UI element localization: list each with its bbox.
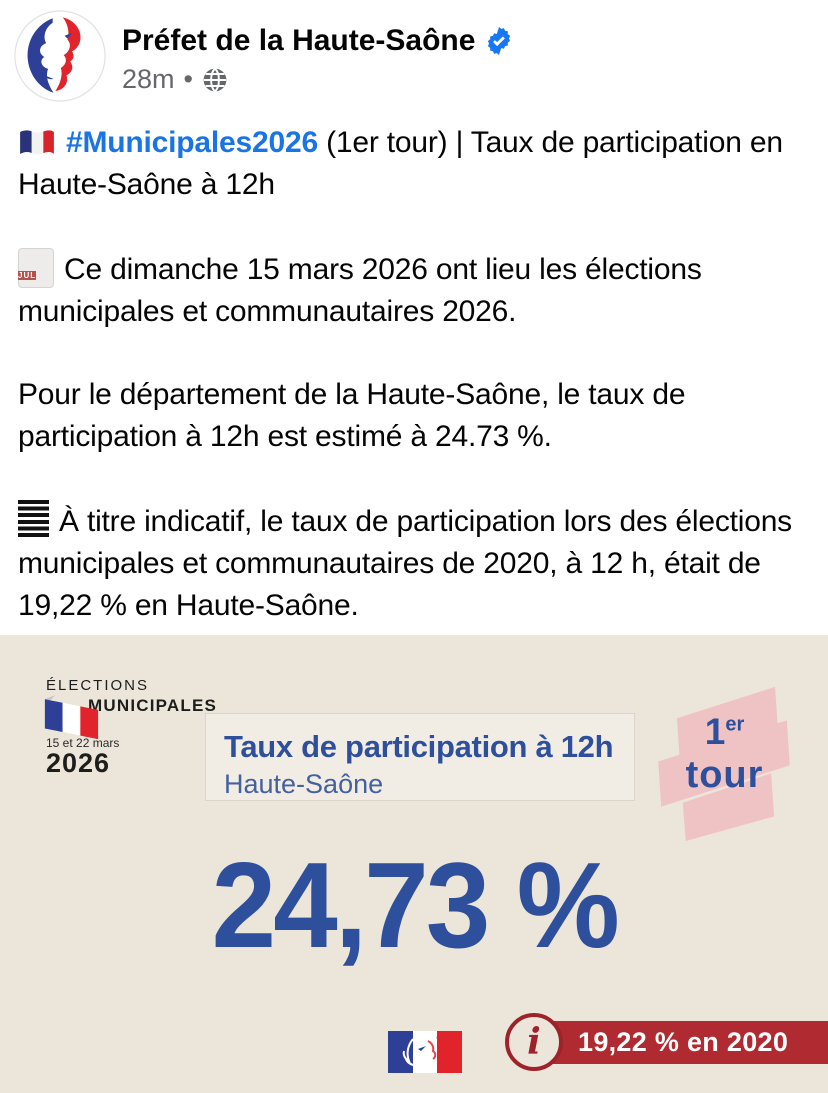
pink-ribbon-shape <box>658 686 790 841</box>
round-number: 1er <box>704 711 745 752</box>
infographic-heading-box: Taux de participation à 12h Haute-Saône <box>205 713 635 801</box>
french-government-flag-icon <box>388 1031 462 1073</box>
avatar[interactable] <box>14 10 106 102</box>
post-text-segment: Ce dimanche 15 mars 2026 ont lieu les él… <box>18 253 702 328</box>
elections-logo-line1: ÉLECTIONS <box>46 677 150 694</box>
post-text-segment: Pour le département de la Haute-Saône, l… <box>18 378 686 453</box>
meta-separator: • <box>183 64 193 94</box>
post-text-segment: (1er tour) | Taux de participation en Ha… <box>18 126 783 201</box>
participation-rate-value: 24,73 % <box>211 837 619 973</box>
calendar-month: JUL <box>18 271 37 280</box>
post-header: Préfet de la Haute-Saône <box>122 24 513 58</box>
stacked-lines-icon <box>18 500 49 537</box>
page-name[interactable]: Préfet de la Haute-Saône <box>122 24 476 57</box>
infographic-subtitle: Haute-Saône <box>224 769 384 799</box>
elections-logo-year: 2026 <box>46 748 111 778</box>
post-meta: 28m • <box>122 64 228 95</box>
post-image-attachment[interactable]: ÉLECTIONS MUNICIPALES 15 et 22 mars 2026… <box>0 635 828 1093</box>
elections-logo-flag-icon <box>44 695 99 740</box>
info-badge-bar <box>534 1021 828 1064</box>
round-word: tour <box>685 754 764 796</box>
post-paragraph-comparison: À titre indicatif, le taux de participat… <box>18 500 812 627</box>
first-round-badge: 1er tour <box>652 679 797 841</box>
post-paragraph-date: JUL 17 Ce dimanche 15 mars 2026 ont lieu… <box>18 248 812 333</box>
hashtag-link[interactable]: #Municipales2026 <box>66 126 318 159</box>
globe-icon <box>203 66 227 93</box>
elections-logo-line2: MUNICIPALES <box>88 696 218 715</box>
infographic-title: Taux de participation à 12h <box>224 729 614 764</box>
post-paragraph-rate: Pour le département de la Haute-Saône, l… <box>18 374 812 458</box>
elections-logo-dates: 15 et 22 mars <box>46 736 120 750</box>
info-icon: i <box>505 1013 563 1071</box>
post-text-segment: À titre indicatif, le taux de participat… <box>18 505 792 622</box>
timestamp[interactable]: 28m <box>122 64 175 94</box>
verified-badge-icon <box>488 27 511 55</box>
previous-rate-label: 19,22 % en 2020 <box>578 1027 789 1057</box>
calendar-icon: JUL 17 <box>18 248 54 288</box>
french-flag-icon <box>20 130 54 155</box>
post-paragraph-hashtag: #Municipales2026 (1er tour) | Taux de pa… <box>18 122 812 206</box>
